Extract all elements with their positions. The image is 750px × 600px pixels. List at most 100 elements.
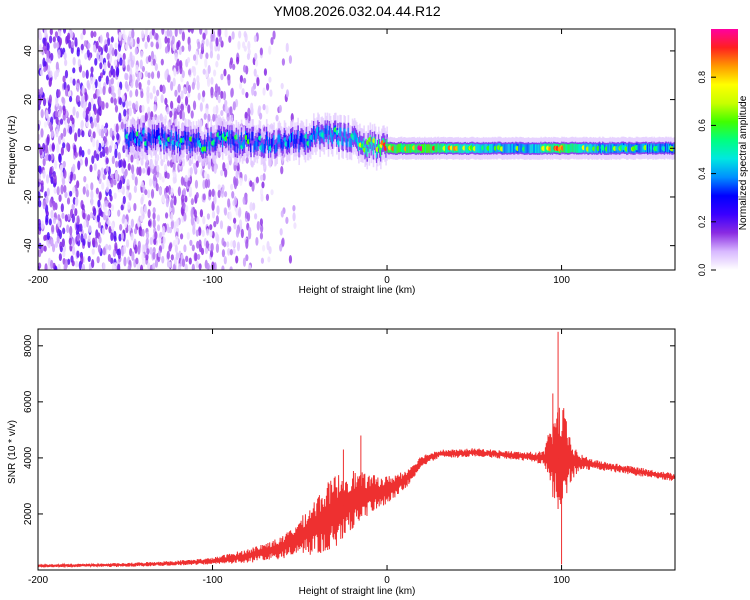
spectrogram-cell — [637, 143, 640, 153]
spectrogram-cell — [268, 76, 272, 83]
spectrogram-cell — [202, 68, 206, 75]
spectrogram-cell — [639, 144, 642, 153]
spectrogram-cell — [150, 71, 155, 80]
spectrogram-cell — [45, 214, 49, 223]
spectrogram-cell — [579, 143, 581, 153]
spectrogram-cell — [328, 126, 331, 135]
spectrogram-cell — [174, 244, 178, 254]
spectrogram-cell — [99, 87, 103, 95]
snr-marks — [38, 331, 675, 569]
spectrogram-cell — [48, 121, 52, 130]
spectrogram-cell — [658, 143, 661, 152]
spectrogram-cell — [152, 58, 156, 66]
spectrogram-cell — [108, 202, 112, 209]
spectrogram-cell — [155, 183, 159, 192]
snr-ticks: -200 -100 0 100 2000 4000 6000 8000 — [23, 329, 675, 586]
spectrogram-cell — [204, 57, 208, 68]
spectrogram-cell — [165, 197, 169, 208]
spectrogram-cell — [396, 144, 399, 154]
spectrogram-cell — [111, 155, 115, 165]
spectrogram-cell — [122, 52, 126, 61]
spectrogram-cell — [187, 180, 191, 187]
spectrogram-cell — [265, 83, 270, 91]
spectrogram-cell — [96, 113, 100, 124]
spectrogram-cell — [220, 169, 224, 177]
spectrogram-cell — [145, 254, 149, 261]
spectrogram-cell — [285, 89, 290, 98]
spectrogram-cell — [73, 144, 77, 154]
spectrogram-cell — [152, 134, 155, 144]
spectrogram-cell — [262, 87, 266, 96]
spectrogram-cell — [238, 30, 242, 39]
spectrogram-cell — [272, 30, 276, 40]
spectrogram-cell — [170, 187, 174, 196]
spectrogram-cell — [110, 204, 115, 212]
spectrogram-cell — [90, 121, 94, 129]
spectrogram-cell — [102, 173, 106, 181]
spectrogram-cell — [478, 144, 481, 153]
spectrogram-cell — [202, 90, 206, 98]
spectrogram-cell — [101, 227, 105, 235]
spectrogram-cell — [291, 133, 293, 142]
spectrogram-cell — [232, 240, 236, 248]
spectrogram-cell — [239, 140, 242, 149]
spectrogram-cell — [415, 144, 418, 154]
spectrogram-cell — [206, 262, 210, 270]
spectrogram-cell — [170, 211, 174, 222]
spectrogram-cell — [76, 233, 80, 242]
spectrogram-cell — [81, 149, 85, 158]
spectrogram-cell — [59, 241, 63, 250]
spectrogram-cell — [154, 95, 158, 103]
spectrogram-cell — [128, 192, 132, 201]
spectrogram-cell — [209, 43, 214, 54]
spectrogram-cell — [202, 215, 206, 225]
spectrogram-cell — [62, 250, 66, 258]
spectrogram-cell — [241, 88, 245, 95]
spectrogram-cell — [551, 144, 554, 154]
spectrogram-cell — [189, 144, 192, 154]
spectrogram-cell — [77, 128, 81, 138]
spectrogram-cell — [88, 225, 92, 233]
spectrogram-cell — [566, 144, 569, 153]
spectrogram-cell — [48, 154, 52, 162]
spectrogram-cell — [233, 217, 237, 224]
spectrogram-cell — [47, 265, 52, 270]
spectrogram-cell — [580, 144, 582, 153]
spectrogram-cell — [62, 75, 66, 83]
spectrogram-cell — [138, 71, 142, 80]
spectrogram-cell — [153, 238, 157, 246]
spectrogram-cell — [608, 144, 610, 154]
spectrogram-cell — [348, 138, 351, 147]
spectrogram-cell — [374, 139, 377, 148]
spectrogram-cell — [110, 232, 114, 242]
spectrogram-cell — [75, 196, 79, 206]
spectrogram-cell — [657, 143, 660, 153]
spectrogram-cell — [304, 141, 307, 150]
spectrogram-cell — [280, 138, 283, 148]
spectrogram-cell — [114, 42, 118, 49]
spectrogram-cell — [194, 252, 198, 262]
spectrogram-cell — [43, 29, 48, 37]
spectrogram-cell — [245, 157, 249, 164]
spectrogram-cell — [149, 247, 153, 255]
spectrogram-cell — [209, 224, 213, 231]
colorbar-tick-label: 0.6 — [697, 119, 707, 132]
spectrogram-cell — [303, 138, 306, 148]
spectrogram-cell — [172, 263, 176, 270]
spectrogram-cell — [281, 141, 284, 151]
spectrogram-cell — [207, 113, 211, 122]
spectrogram-cell — [350, 138, 353, 148]
spectrogram-cell — [524, 144, 527, 154]
spectrogram-cell — [183, 86, 187, 95]
spectrogram-cell — [147, 132, 150, 142]
spectrogram-cell — [220, 109, 224, 117]
spectrogram-cell — [282, 139, 285, 149]
spectrogram-cell — [147, 262, 151, 270]
spectrogram-cell — [181, 110, 185, 121]
spectrogram-cell — [169, 137, 172, 146]
spectrogram-cell — [72, 56, 76, 66]
spectrogram-cell — [229, 57, 234, 66]
spectrogram-cell — [152, 262, 156, 270]
spectrogram-cell — [117, 151, 121, 160]
